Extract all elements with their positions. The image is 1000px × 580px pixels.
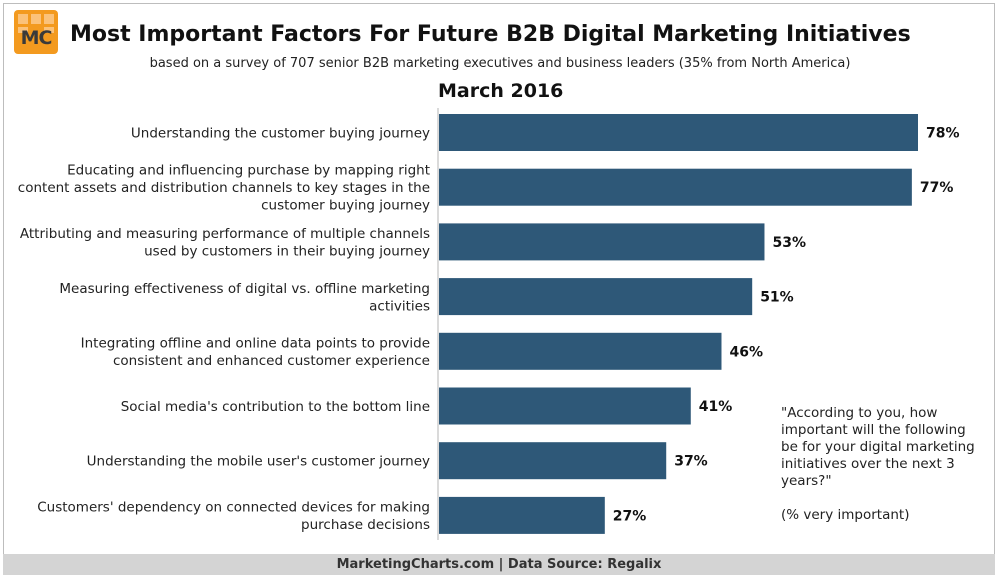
category-label: Educating and influencing purchase by ma… xyxy=(18,163,430,214)
chart-title: Most Important Factors For Future B2B Di… xyxy=(70,22,911,47)
bar xyxy=(439,496,605,534)
category-label: Customers' dependency on connected devic… xyxy=(37,500,430,534)
category-label-line: content assets and distribution channels… xyxy=(18,180,430,196)
category-label-line: purchase decisions xyxy=(301,517,430,533)
category-label: Understanding the mobile user's customer… xyxy=(87,454,430,470)
category-label-line: Measuring effectiveness of digital vs. o… xyxy=(59,281,430,297)
bar xyxy=(439,332,722,370)
category-label-line: Social media's contribution to the botto… xyxy=(121,399,430,415)
category-label-line: Integrating offline and online data poin… xyxy=(81,336,430,352)
bar xyxy=(439,168,912,206)
bar-value-label: 41% xyxy=(699,399,733,415)
survey-question-text: "According to you, how important will th… xyxy=(781,405,975,489)
marketingcharts-logo: MC xyxy=(14,10,58,54)
bar-value-label: 27% xyxy=(613,508,647,524)
source-footer: MarketingCharts.com | Data Source: Regal… xyxy=(3,554,995,575)
category-label-line: Understanding the mobile user's customer… xyxy=(87,454,430,470)
category-label-line: activities xyxy=(369,298,430,314)
bar xyxy=(439,223,765,261)
measure-unit-text: (% very important) xyxy=(781,507,910,523)
bar xyxy=(439,114,918,151)
category-label-line: Attributing and measuring performance of… xyxy=(20,226,430,242)
bar-value-label: 78% xyxy=(926,126,960,142)
category-label-line: Understanding the customer buying journe… xyxy=(131,126,430,142)
bar-value-label: 37% xyxy=(674,454,708,470)
category-label-line: consistent and enhanced customer experie… xyxy=(113,353,430,369)
bar xyxy=(439,442,667,480)
chart-period: March 2016 xyxy=(438,80,564,102)
category-label-line: customer buying journey xyxy=(261,198,430,214)
category-label: Social media's contribution to the botto… xyxy=(121,399,430,415)
bar xyxy=(439,278,753,316)
category-label: Measuring effectiveness of digital vs. o… xyxy=(59,281,430,315)
logo-text: MC xyxy=(20,27,53,49)
bar-value-label: 46% xyxy=(729,344,763,360)
category-label-line: used by customers in their buying journe… xyxy=(144,244,430,260)
survey-question-note: "According to you, how important will th… xyxy=(781,405,981,524)
category-label: Understanding the customer buying journe… xyxy=(131,126,430,142)
bar xyxy=(439,387,691,425)
category-label: Attributing and measuring performance of… xyxy=(20,226,430,260)
bar-value-label: 53% xyxy=(772,235,806,251)
chart-subtitle: based on a survey of 707 senior B2B mark… xyxy=(149,56,851,71)
category-label-line: Educating and influencing purchase by ma… xyxy=(67,163,430,179)
bar-value-label: 77% xyxy=(920,180,954,196)
category-label: Integrating offline and online data poin… xyxy=(81,336,430,370)
bar-value-label: 51% xyxy=(760,290,794,306)
category-label-line: Customers' dependency on connected devic… xyxy=(37,500,430,516)
